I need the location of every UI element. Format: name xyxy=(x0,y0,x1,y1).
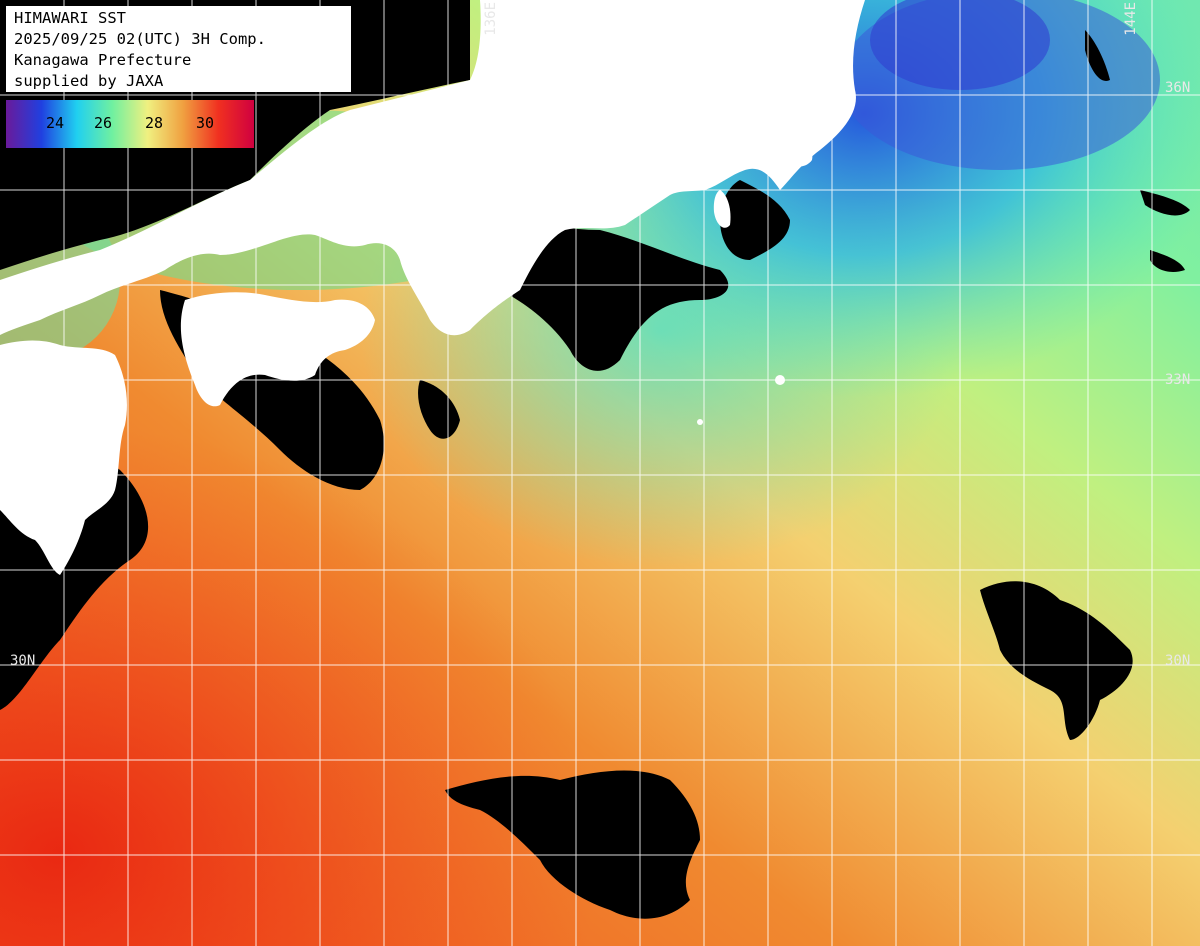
lat-label-30n-left: 30N xyxy=(10,653,36,669)
lat-label-30n-right: 30N xyxy=(1165,653,1191,669)
lat-label-36n-right: 36N xyxy=(1165,80,1191,96)
lat-label-33n-right: 33N xyxy=(1165,372,1191,388)
legend-tick-28: 28 xyxy=(145,114,164,132)
lon-label-136e: 136E xyxy=(483,2,499,36)
land-mask xyxy=(0,0,865,575)
title-box: HIMAWARI SST 2025/09/25 02(UTC) 3H Comp.… xyxy=(6,6,351,92)
legend-tick-24: 24 xyxy=(46,114,65,132)
legend-tick-26: 26 xyxy=(94,114,113,132)
title-line-3: Kanagawa Prefecture xyxy=(14,51,192,69)
legend-tick-30: 30 xyxy=(196,114,215,132)
title-line-2: 2025/09/25 02(UTC) 3H Comp. xyxy=(14,30,266,48)
temperature-legend: 24 26 28 30 xyxy=(6,100,254,148)
title-line-1: HIMAWARI SST xyxy=(14,9,126,27)
legend-color-bar xyxy=(6,100,254,148)
title-line-4: supplied by JAXA xyxy=(14,72,164,90)
lon-label-144e: 144E xyxy=(1123,2,1139,36)
